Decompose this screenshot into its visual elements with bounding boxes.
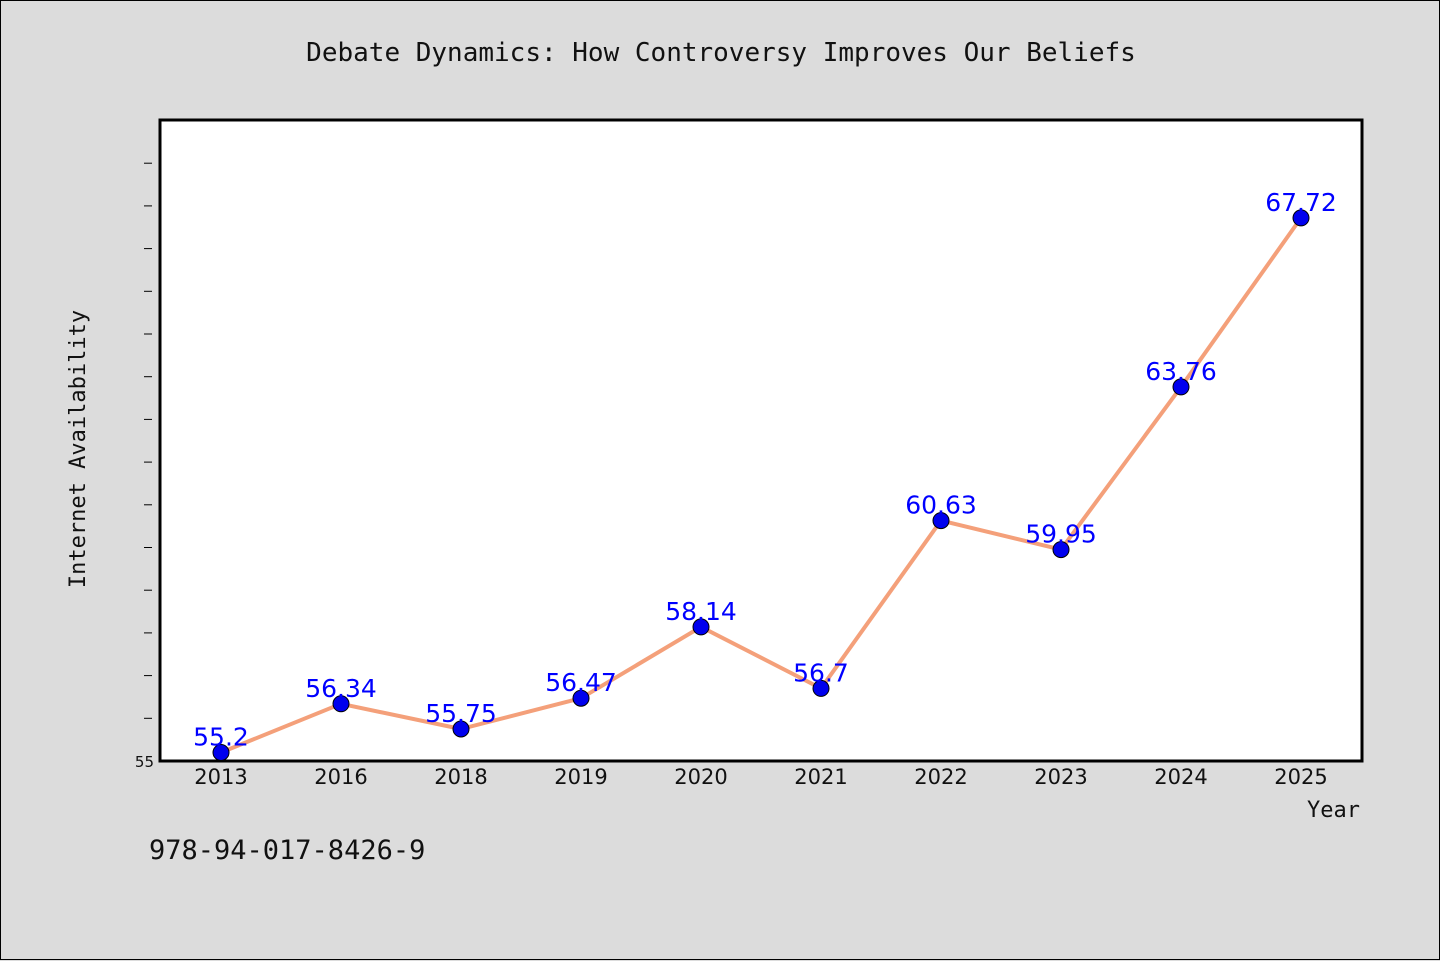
- x-tick-label: 2025: [1274, 765, 1327, 789]
- data-label: 56.34: [305, 674, 377, 703]
- series-group: 55.2 56.34 55.75 56.47 58.14 56.7 60.63 59.95 63…: [193, 188, 1337, 761]
- x-tick-label: 2023: [1034, 765, 1087, 789]
- x-tick-label: 2013: [194, 765, 247, 789]
- x-tick-label: 2024: [1154, 765, 1207, 789]
- x-tick-label: 2020: [674, 765, 727, 789]
- x-tick-label: 2016: [314, 765, 367, 789]
- y-axis-label: Internet Availability: [66, 310, 91, 588]
- x-tick-label: 2018: [434, 765, 487, 789]
- data-point-marker: [332, 695, 350, 713]
- y-tick-label: 55: [135, 753, 154, 771]
- data-label: 55.2: [193, 723, 249, 752]
- series-line: [219, 215, 1303, 755]
- data-label: 58.14: [665, 597, 737, 626]
- data-point-marker: [1052, 541, 1070, 559]
- data-point-marker: [572, 689, 590, 707]
- x-tick-label: 2019: [554, 765, 607, 789]
- data-label: 56.7: [793, 658, 849, 687]
- data-label: 59.95: [1025, 520, 1097, 549]
- data-label: 67.72: [1265, 188, 1337, 217]
- data-point-marker: [812, 679, 830, 697]
- data-point-marker: [692, 618, 710, 636]
- data-point-marker: [1292, 209, 1310, 227]
- data-point-marker: [1172, 378, 1190, 396]
- y-axis-ticks: 55: [135, 162, 154, 771]
- x-axis-ticks: 2013 2016 2018 2019 2020 2021 2022 2023 2024 2025: [194, 765, 1327, 789]
- plot-area: [158, 118, 1364, 763]
- data-point-marker: [452, 720, 470, 738]
- x-tick-label: 2022: [914, 765, 967, 789]
- data-label: 56.47: [545, 668, 617, 697]
- x-axis-label: Year: [1307, 798, 1360, 823]
- data-point-marker: [212, 744, 230, 761]
- chart-title: Debate Dynamics: How Controversy Improve…: [306, 38, 1136, 68]
- data-label: 60.63: [905, 491, 977, 520]
- x-tick-label: 2021: [794, 765, 847, 789]
- data-point-marker: [932, 512, 950, 530]
- isbn-text: 978-94-017-8426-9: [149, 835, 426, 866]
- data-label: 63.76: [1145, 357, 1217, 386]
- data-label: 55.75: [425, 699, 497, 728]
